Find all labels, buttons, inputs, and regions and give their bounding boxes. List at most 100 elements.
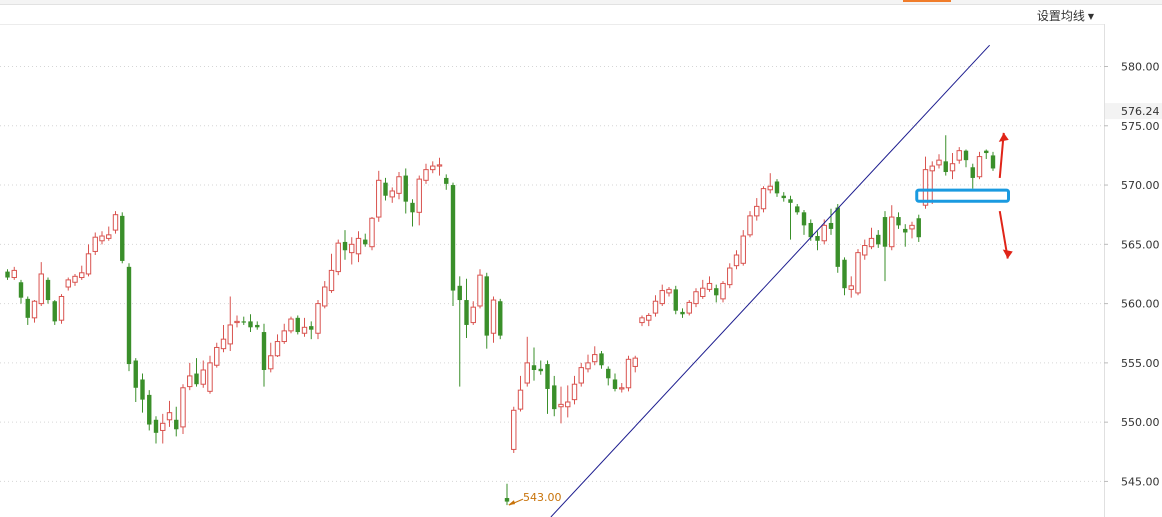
candle-body	[552, 385, 557, 410]
arrow-down-head	[1002, 249, 1013, 259]
candle-body	[72, 275, 78, 283]
candle-body	[457, 285, 462, 301]
candle-body	[315, 303, 321, 334]
candle-body	[673, 289, 678, 311]
candle-body	[815, 236, 820, 241]
candle-body	[599, 353, 604, 366]
candle-body	[916, 218, 921, 238]
candle-body	[740, 235, 746, 264]
candle-body	[423, 169, 429, 181]
candle-body	[349, 243, 355, 254]
candle-body	[666, 288, 672, 294]
candle-body	[909, 224, 915, 230]
candle-body	[747, 215, 753, 236]
candle-body	[207, 362, 213, 392]
candle-body	[490, 299, 497, 334]
candle-body	[896, 217, 901, 226]
candle-body	[990, 155, 996, 169]
candle-body	[659, 290, 665, 305]
candle-body	[295, 317, 300, 333]
candle-body	[126, 266, 132, 365]
current-price-box	[1105, 103, 1162, 120]
candle-body	[612, 379, 618, 389]
candle-body	[160, 422, 166, 431]
candle-body	[11, 269, 17, 279]
candle-body	[38, 273, 44, 305]
candle-body	[309, 326, 314, 330]
candle-body	[5, 271, 10, 278]
candle-body	[194, 373, 199, 385]
candle-body	[632, 357, 638, 367]
y-tick-label-580: 580.00	[1121, 60, 1160, 73]
candle-body	[52, 301, 57, 322]
ma-settings-dropdown[interactable]: 设置均线 ▼	[1037, 7, 1094, 24]
low-annotation-arrowhead	[508, 500, 515, 506]
candle-body	[234, 320, 240, 324]
candle-body	[842, 259, 847, 289]
candle-body	[882, 217, 888, 247]
candle-body	[835, 207, 840, 267]
candle-body	[288, 318, 294, 332]
candle-body	[545, 364, 550, 389]
candle-body	[281, 330, 287, 343]
candle-body	[85, 253, 92, 275]
candle-body	[450, 185, 456, 291]
candle-body	[929, 165, 935, 172]
candle-body	[652, 300, 659, 314]
candle-body	[470, 306, 476, 324]
candle-body	[174, 419, 179, 430]
candle-body	[477, 274, 483, 307]
candle-body	[389, 190, 395, 198]
candle-body	[592, 354, 598, 363]
candle-body	[686, 301, 692, 314]
candle-body	[774, 181, 780, 194]
candle-body	[18, 282, 24, 298]
candle-body	[200, 369, 206, 385]
candle-body	[328, 269, 335, 292]
candle-body	[214, 346, 220, 366]
candle-body	[187, 375, 193, 388]
candle-body	[693, 291, 699, 305]
candle-body	[903, 228, 908, 233]
candle-body	[760, 188, 767, 210]
candle-body	[720, 282, 726, 300]
candle-body	[558, 403, 564, 408]
candle-body	[92, 236, 98, 252]
plot-top-border	[0, 24, 1104, 25]
candle-body	[65, 279, 71, 288]
candle-body	[943, 161, 948, 173]
candle-body	[828, 222, 834, 229]
y-tick-label-565: 565.00	[1121, 238, 1160, 251]
candle-body	[889, 216, 895, 248]
candle-body	[970, 167, 975, 178]
candle-body	[241, 321, 246, 323]
candle-body	[524, 362, 530, 384]
candle-body	[949, 163, 956, 172]
active-tab-marker[interactable]	[903, 0, 951, 2]
candle-body	[862, 245, 868, 256]
candle-body	[220, 338, 227, 350]
candle-body	[788, 199, 793, 203]
candle-body	[639, 317, 645, 324]
candle-body	[99, 235, 105, 242]
candle-body	[484, 276, 489, 336]
candle-body	[956, 150, 962, 161]
candle-body	[444, 177, 449, 184]
candle-body	[140, 379, 145, 400]
candle-body	[868, 237, 875, 248]
candle-body	[801, 212, 807, 226]
candle-body	[517, 389, 524, 410]
candle-body	[133, 360, 138, 388]
candle-body	[781, 195, 786, 199]
candle-body	[430, 165, 436, 171]
candle-body	[79, 272, 85, 279]
candle-body	[106, 234, 112, 239]
candle-body	[511, 409, 517, 450]
candle-body	[538, 368, 543, 372]
candle-body	[248, 321, 253, 328]
candle-body	[322, 286, 328, 307]
candle-body	[571, 383, 578, 401]
candle-body	[58, 295, 65, 321]
candle-body	[767, 185, 773, 191]
